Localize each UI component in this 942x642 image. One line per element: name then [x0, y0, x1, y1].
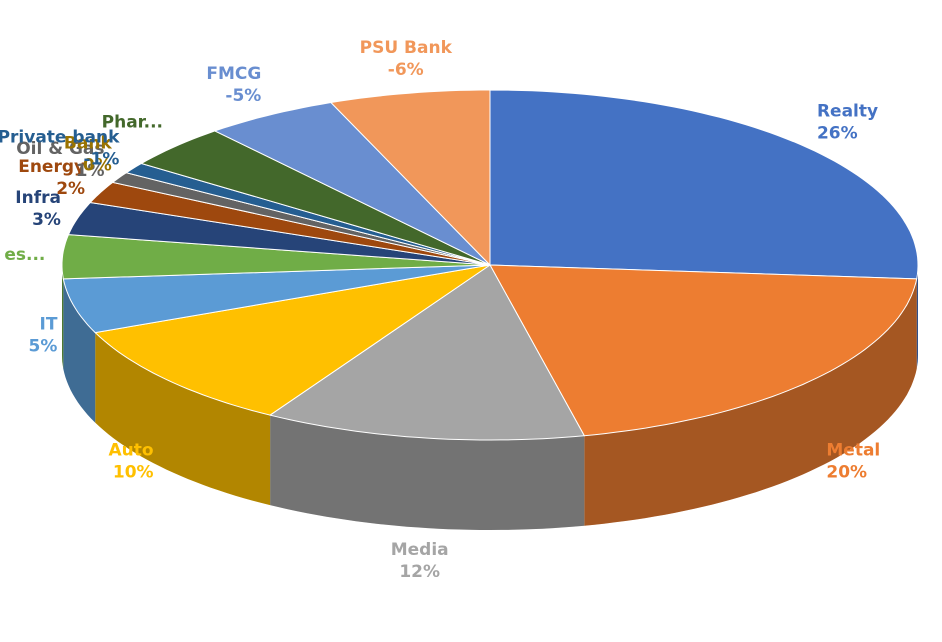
slice-side [62, 265, 64, 369]
data-label-name: Bank [64, 133, 113, 153]
data-label-value: 2% [56, 179, 85, 199]
data-label-name: Energy [18, 157, 85, 177]
data-label-value: -6% [388, 60, 424, 80]
slice-side-shade [62, 265, 64, 369]
slice-side-shade [95, 332, 271, 506]
data-label-name: Realty [817, 102, 878, 122]
data-label-value: 5% [29, 337, 58, 357]
data-label-name: Phar... [102, 113, 163, 133]
slice [67, 201, 491, 266]
slice [268, 264, 586, 441]
slice-side-shade [584, 278, 917, 526]
data-label-value: 20% [826, 462, 867, 482]
data-label-name: PSU Bank [360, 38, 453, 58]
slice [94, 264, 491, 416]
slice-side [270, 415, 585, 530]
data-label-name: Oil & Gas [16, 139, 104, 159]
data-label-name: Private bank [0, 128, 120, 148]
data-label-name: Sevic es... [0, 245, 45, 265]
slice-side [916, 265, 918, 369]
data-label-name: IT [40, 315, 58, 335]
data-label-name: Auto [109, 440, 154, 460]
slice-side [584, 278, 917, 526]
slice [329, 89, 491, 267]
slice-side [63, 278, 96, 423]
data-label-value: -1% [83, 150, 119, 170]
slice-side-shade [916, 265, 918, 369]
slice [61, 234, 491, 280]
slice [89, 181, 491, 266]
slice [62, 264, 491, 334]
data-label-value: 12% [399, 562, 440, 582]
slice [489, 89, 919, 280]
data-label-value: 26% [817, 124, 858, 144]
data-label-value: 0% [83, 155, 112, 175]
data-label-value: -5% [225, 86, 261, 106]
data-label-name: FMCG [206, 64, 261, 84]
data-label-name: Infra [15, 188, 61, 208]
slice-side [95, 332, 271, 506]
data-label-value: 10% [113, 462, 154, 482]
slice [489, 264, 918, 437]
data-label-name: Metal [826, 440, 880, 460]
data-label-value: 1% [76, 161, 105, 181]
slice-side-shade [63, 278, 96, 423]
slice [140, 130, 491, 266]
slice-side-shade [270, 415, 585, 530]
slice [213, 101, 491, 266]
data-label-value: 3% [32, 210, 61, 230]
data-label-name: Media [391, 540, 449, 560]
